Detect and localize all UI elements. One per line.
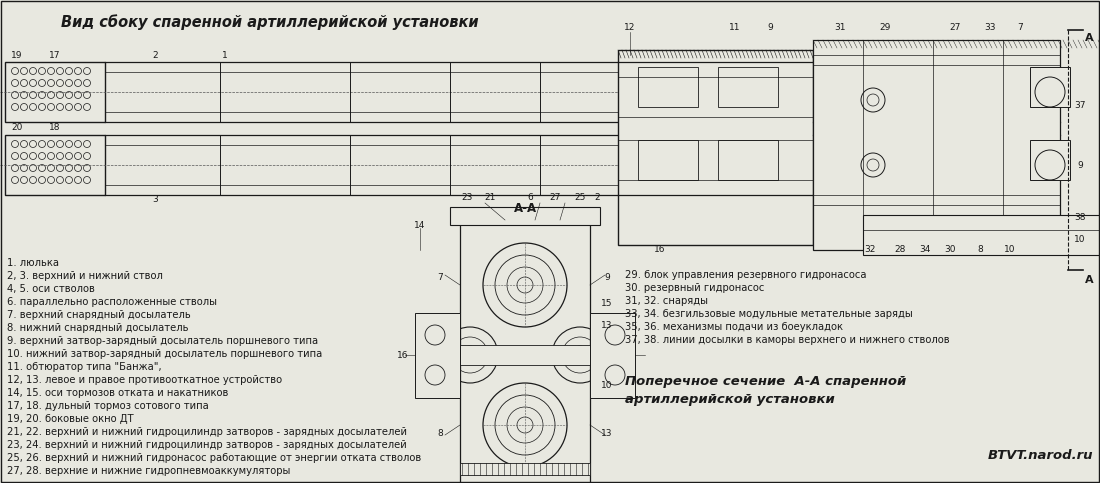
Text: 33: 33 (984, 24, 996, 32)
Text: 30: 30 (944, 245, 956, 255)
Text: А-А: А-А (514, 202, 537, 215)
Text: 27, 28. верхние и нижние гидропневмоаккумуляторы: 27, 28. верхние и нижние гидропневмоакку… (7, 466, 290, 476)
Bar (718, 67, 778, 107)
Bar (638, 67, 698, 107)
Text: 28: 28 (894, 245, 905, 255)
Text: 27: 27 (949, 24, 960, 32)
Text: 11. обтюратор типа "Банжа",: 11. обтюратор типа "Банжа", (7, 362, 162, 372)
Text: 2: 2 (594, 193, 600, 201)
Bar (638, 140, 698, 180)
Text: 29. блок управления резервного гидронасоса: 29. блок управления резервного гидронасо… (625, 270, 867, 280)
Text: 32: 32 (865, 245, 876, 255)
Text: 25, 26. верхний и нижний гидронасос работающие от энергии отката стволов: 25, 26. верхний и нижний гидронасос рабо… (7, 453, 421, 463)
Bar (460, 345, 590, 365)
Text: 13: 13 (602, 428, 613, 438)
Text: 9: 9 (604, 272, 609, 282)
Text: 18: 18 (50, 124, 60, 132)
Text: 10. нижний затвор-зарядный досылатель поршневого типа: 10. нижний затвор-зарядный досылатель по… (7, 349, 322, 359)
Text: 30. резервный гидронасос: 30. резервный гидронасос (625, 283, 764, 293)
Text: 38: 38 (1075, 213, 1086, 223)
Text: 14, 15. оси тормозов отката и накатников: 14, 15. оси тормозов отката и накатников (7, 388, 229, 398)
Bar (460, 463, 590, 475)
Text: 16: 16 (397, 351, 409, 359)
Text: 17: 17 (50, 51, 60, 59)
Text: 6: 6 (527, 193, 532, 201)
Text: 29: 29 (879, 24, 891, 32)
Bar (1030, 140, 1070, 180)
Text: 2, 3. верхний и нижний ствол: 2, 3. верхний и нижний ствол (7, 271, 163, 281)
Text: 7: 7 (1018, 24, 1023, 32)
Text: 27: 27 (549, 193, 561, 201)
Text: Вид сбоку спаренной артиллерийской установки: Вид сбоку спаренной артиллерийской устан… (62, 14, 478, 30)
Text: артиллерийской установки: артиллерийской установки (625, 393, 835, 406)
Text: 37: 37 (1075, 100, 1086, 110)
Bar (590, 313, 635, 398)
Bar (864, 215, 1100, 255)
Text: 14: 14 (415, 221, 426, 229)
Text: 8: 8 (977, 245, 983, 255)
Text: 10: 10 (1075, 236, 1086, 244)
Text: 2: 2 (152, 51, 157, 59)
Text: Поперечное сечение  А-А спаренной: Поперечное сечение А-А спаренной (625, 375, 906, 388)
Bar (6, 135, 104, 195)
Bar (450, 207, 600, 225)
Text: 7: 7 (437, 272, 443, 282)
Bar (813, 40, 1060, 250)
Text: BTVT.narod.ru: BTVT.narod.ru (988, 449, 1093, 462)
Bar (1030, 67, 1070, 107)
Text: 8. нижний снарядный досылатель: 8. нижний снарядный досылатель (7, 323, 188, 333)
Text: 10: 10 (602, 381, 613, 389)
Text: 9: 9 (767, 24, 773, 32)
Text: A: A (1085, 33, 1093, 43)
Text: 31, 32. снаряды: 31, 32. снаряды (625, 296, 708, 306)
Bar (618, 50, 813, 245)
Text: 35, 36. механизмы подачи из боеукладок: 35, 36. механизмы подачи из боеукладок (625, 322, 843, 332)
Bar (460, 220, 590, 483)
Text: A: A (1085, 275, 1093, 285)
Text: 37, 38. линии досылки в каморы верхнего и нижнего стволов: 37, 38. линии досылки в каморы верхнего … (625, 335, 949, 345)
Text: 9. верхний затвор-зарядный досылатель поршневого типа: 9. верхний затвор-зарядный досылатель по… (7, 336, 318, 346)
Text: 6. параллельно расположенные стволы: 6. параллельно расположенные стволы (7, 297, 217, 307)
Text: 31: 31 (834, 24, 846, 32)
Bar (415, 313, 460, 398)
Text: 3: 3 (152, 196, 158, 204)
Text: 1: 1 (222, 51, 228, 59)
Text: 16: 16 (654, 245, 666, 255)
Text: 33, 34. безгильзовые модульные метательные заряды: 33, 34. безгильзовые модульные метательн… (625, 309, 913, 319)
Text: 12: 12 (625, 24, 636, 32)
Text: 19: 19 (11, 51, 23, 59)
Text: 12, 13. левое и правое противооткатное устройство: 12, 13. левое и правое противооткатное у… (7, 375, 282, 385)
Text: 19, 20. боковые окно ДТ: 19, 20. боковые окно ДТ (7, 414, 133, 424)
Text: 9: 9 (1077, 160, 1082, 170)
Text: 4, 5. оси стволов: 4, 5. оси стволов (7, 284, 95, 294)
Text: 23, 24. верхний и нижний гидроцилиндр затворов - зарядных досылателей: 23, 24. верхний и нижний гидроцилиндр за… (7, 440, 407, 450)
Text: 10: 10 (1004, 245, 1015, 255)
Bar (6, 62, 104, 122)
Text: 17, 18. дульный тормоз сотового типа: 17, 18. дульный тормоз сотового типа (7, 401, 209, 411)
Text: 23: 23 (461, 193, 473, 201)
Text: 34: 34 (920, 245, 931, 255)
Text: 13: 13 (602, 321, 613, 329)
Text: 7. верхний снарядный досылатель: 7. верхний снарядный досылатель (7, 310, 190, 320)
Text: 8: 8 (437, 428, 443, 438)
Text: 15: 15 (602, 298, 613, 308)
Text: 11: 11 (729, 24, 740, 32)
Text: 21, 22. верхний и нижний гидроцилиндр затворов - зарядных досылателей: 21, 22. верхний и нижний гидроцилиндр за… (7, 427, 407, 437)
Text: 25: 25 (574, 193, 585, 201)
Text: 21: 21 (484, 193, 496, 201)
Text: 20: 20 (11, 124, 23, 132)
Bar (718, 140, 778, 180)
Text: 1. люлька: 1. люлька (7, 258, 59, 268)
